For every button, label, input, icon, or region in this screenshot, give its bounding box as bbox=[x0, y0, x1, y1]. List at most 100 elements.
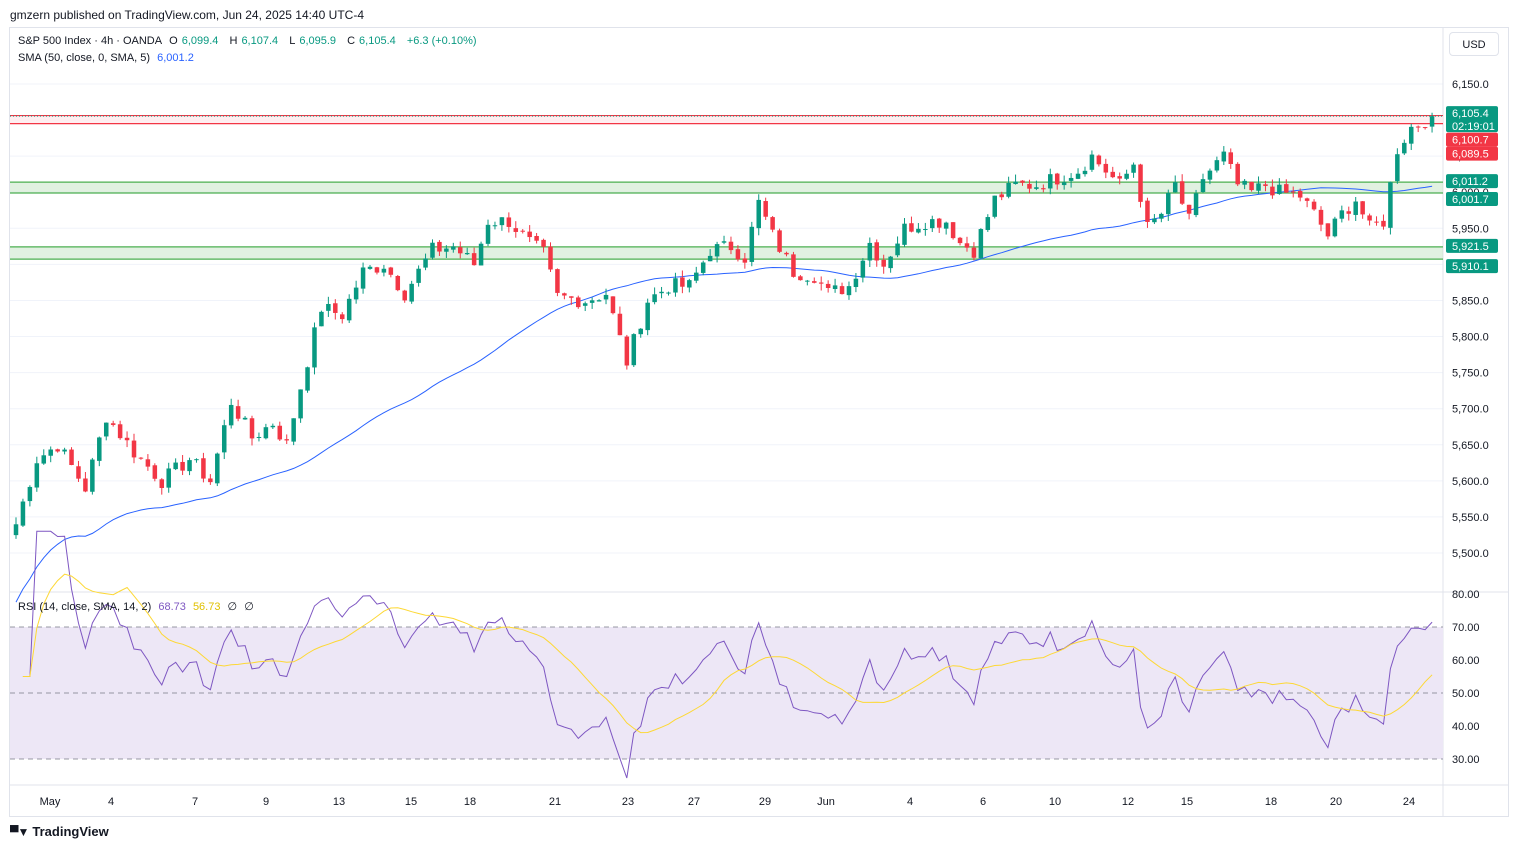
candle bbox=[659, 291, 664, 294]
chart-frame[interactable] bbox=[9, 27, 1509, 817]
rsi-legend[interactable]: RSI (14, close, SMA, 14, 2) 68.73 56.73 … bbox=[18, 600, 258, 613]
candle bbox=[1415, 126, 1421, 128]
candle bbox=[173, 462, 178, 470]
close-value: 6,105.4 bbox=[359, 35, 396, 47]
symbol-label[interactable]: S&P 500 Index · 4h · OANDA bbox=[18, 35, 163, 47]
rsi-tick-label: 70.00 bbox=[1452, 622, 1480, 634]
candle bbox=[478, 243, 484, 266]
candle bbox=[1200, 179, 1206, 193]
candle bbox=[499, 217, 505, 226]
candle bbox=[20, 501, 26, 526]
candle bbox=[430, 242, 435, 258]
candle bbox=[1103, 163, 1109, 173]
candle bbox=[916, 228, 921, 233]
candle bbox=[1006, 182, 1011, 197]
candle bbox=[1277, 184, 1282, 194]
candle bbox=[180, 461, 185, 471]
candle bbox=[985, 217, 991, 230]
candle bbox=[700, 262, 706, 273]
candle bbox=[631, 334, 637, 366]
candle bbox=[381, 268, 387, 273]
candle bbox=[1027, 183, 1032, 189]
time-tick-label: 9 bbox=[263, 796, 269, 808]
candle bbox=[34, 463, 40, 488]
candle bbox=[1172, 182, 1178, 193]
rsi-ma-line bbox=[22, 573, 1433, 734]
candle bbox=[416, 268, 421, 283]
candle bbox=[978, 229, 984, 259]
candle bbox=[909, 223, 914, 232]
time-tick-label: 4 bbox=[907, 796, 913, 808]
candle bbox=[548, 246, 553, 270]
currency-button[interactable]: USD bbox=[1449, 32, 1499, 56]
candle bbox=[319, 311, 324, 327]
candle bbox=[48, 449, 53, 456]
candle bbox=[1124, 173, 1129, 179]
candle bbox=[1096, 155, 1102, 165]
candle bbox=[534, 235, 539, 241]
candle bbox=[1297, 191, 1303, 198]
candle bbox=[652, 294, 657, 303]
time-tick-label: 23 bbox=[622, 796, 634, 808]
candle bbox=[936, 218, 942, 228]
sma-legend[interactable]: SMA (50, close, 0, SMA, 5) 6,001.2 bbox=[18, 52, 198, 64]
candle bbox=[103, 422, 109, 437]
candle bbox=[97, 437, 102, 461]
candle bbox=[451, 246, 456, 250]
candle bbox=[1214, 160, 1220, 171]
candle bbox=[853, 278, 859, 288]
candle bbox=[444, 248, 449, 252]
support-zone-1 bbox=[10, 182, 1443, 194]
candle bbox=[964, 243, 970, 248]
candle bbox=[818, 282, 824, 284]
candle bbox=[1304, 198, 1310, 201]
candle bbox=[485, 224, 491, 244]
candle bbox=[312, 327, 317, 368]
candle bbox=[1068, 177, 1074, 181]
candle bbox=[541, 239, 546, 247]
sma-label: SMA (50, close, 0, SMA, 5) bbox=[18, 52, 151, 64]
candle bbox=[333, 303, 338, 313]
tradingview-brand[interactable]: ▀▼ TradingView bbox=[10, 824, 109, 839]
candle bbox=[1166, 192, 1171, 215]
price-tick-label: 5,750.0 bbox=[1452, 368, 1489, 380]
candle bbox=[270, 425, 276, 428]
candle bbox=[666, 292, 671, 294]
candle bbox=[208, 478, 213, 483]
candle bbox=[506, 217, 512, 227]
support2-upper-label: 5,921.5 bbox=[1452, 241, 1489, 253]
rsi-line bbox=[22, 530, 1433, 779]
time-tick-label: 12 bbox=[1122, 796, 1134, 808]
candle bbox=[749, 226, 755, 262]
open-value: 6,099.4 bbox=[181, 35, 219, 47]
resistance-lower-label-bg bbox=[1446, 146, 1498, 161]
candle bbox=[138, 457, 144, 459]
candle bbox=[673, 278, 678, 293]
candle bbox=[694, 272, 699, 281]
support2-lower-label-bg bbox=[1446, 259, 1498, 274]
time-tick-label: 6 bbox=[980, 796, 986, 808]
candle bbox=[1117, 176, 1122, 179]
high-label: H bbox=[229, 35, 238, 47]
support1-lower-label: 6,001.7 bbox=[1452, 194, 1489, 206]
candle bbox=[13, 524, 19, 536]
time-tick-label: 24 bbox=[1403, 796, 1415, 808]
price-tick-label: 5,600.0 bbox=[1452, 476, 1489, 488]
candle bbox=[784, 252, 789, 255]
time-tick-label: 18 bbox=[464, 796, 476, 808]
candle bbox=[902, 223, 907, 245]
candle bbox=[707, 255, 713, 262]
candle bbox=[1290, 191, 1296, 193]
candle bbox=[999, 194, 1004, 198]
price-tick-label: 5,650.0 bbox=[1452, 440, 1489, 452]
candle bbox=[569, 296, 574, 298]
change-value: +6.3 (+0.10%) bbox=[406, 35, 477, 47]
candle bbox=[1235, 163, 1240, 185]
rsi-tick-label: 30.00 bbox=[1452, 754, 1480, 766]
low-value: 6,095.9 bbox=[299, 35, 337, 47]
candle bbox=[1346, 211, 1352, 214]
candle bbox=[1048, 174, 1053, 189]
candle bbox=[1263, 184, 1268, 186]
brand-label: TradingView bbox=[32, 824, 109, 839]
